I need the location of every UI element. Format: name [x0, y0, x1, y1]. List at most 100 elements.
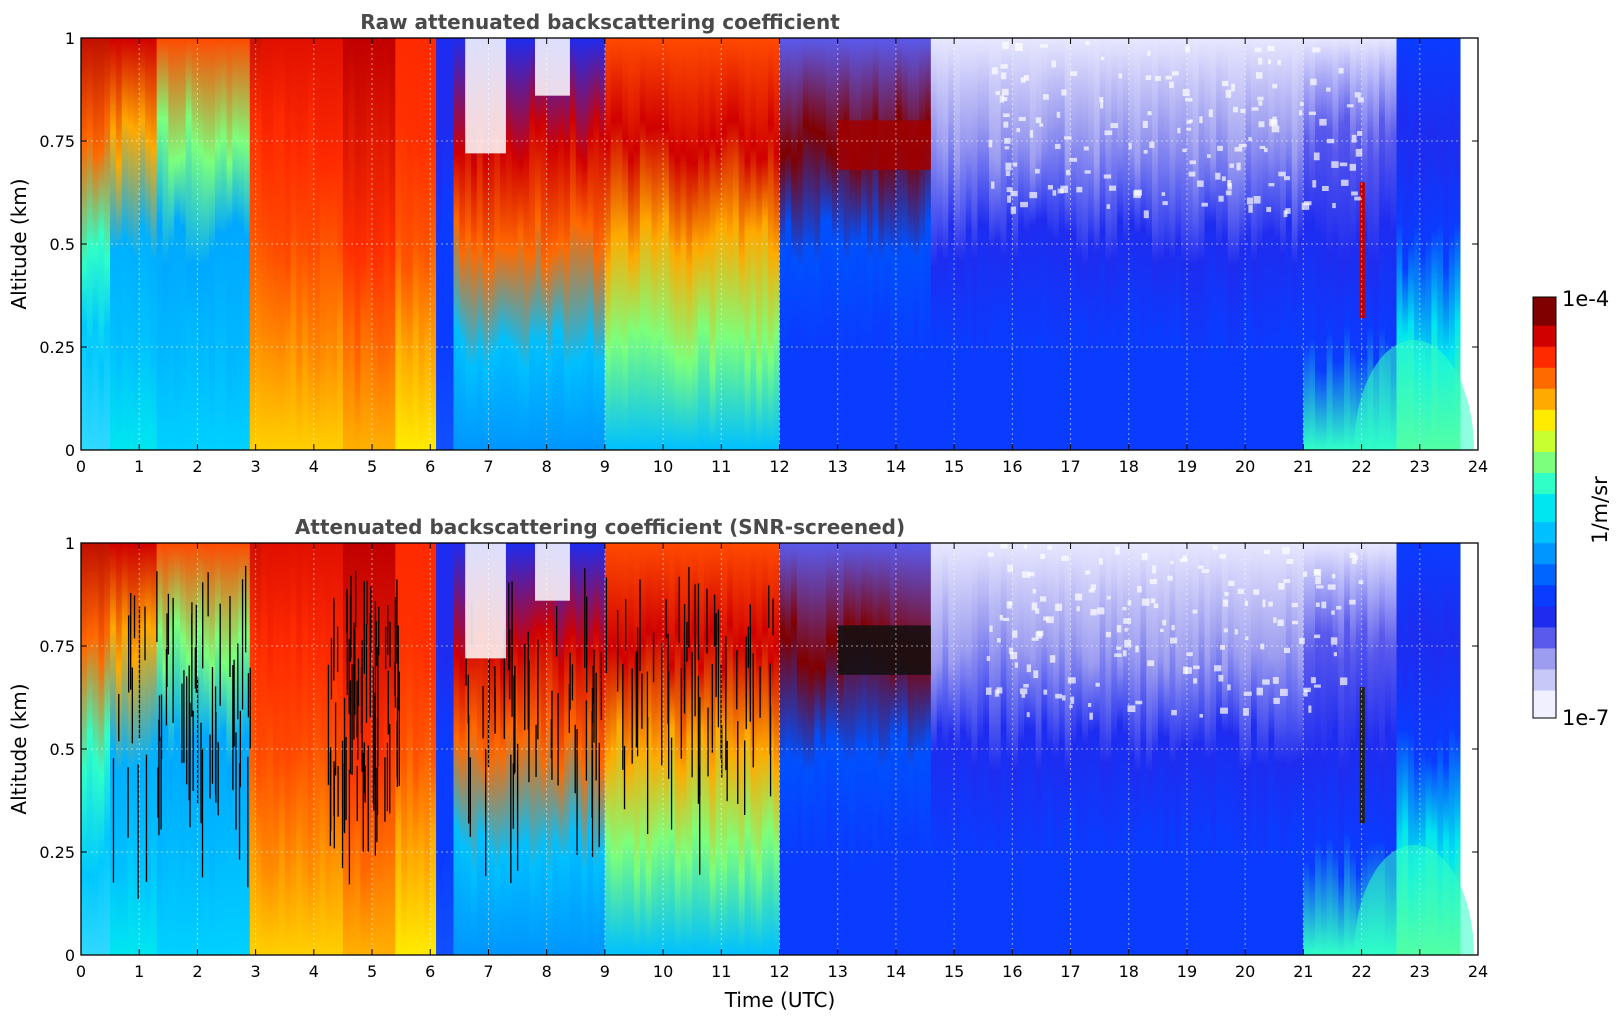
- heatmap-column: [430, 543, 437, 955]
- colorbar-step: [1533, 500, 1556, 509]
- y-tick-label: 0: [65, 946, 75, 965]
- heatmap-column: [1105, 38, 1112, 450]
- heatmap-column: [1437, 543, 1444, 955]
- heatmap-column: [1012, 38, 1019, 450]
- screened-strand: [345, 736, 347, 820]
- noise-patch: [1000, 72, 1007, 80]
- heatmap-column: [791, 543, 798, 955]
- noise-patch: [991, 67, 998, 75]
- heatmap-column: [226, 543, 234, 955]
- noise-patch: [1188, 171, 1196, 177]
- screened-strand: [353, 622, 355, 740]
- heatmap-column: [959, 38, 967, 450]
- noise-patch: [1143, 149, 1148, 154]
- noise-patch: [1227, 684, 1231, 691]
- noise-patch: [1008, 647, 1014, 654]
- x-tick-label: 24: [1468, 457, 1488, 476]
- noise-patch: [1264, 148, 1268, 153]
- screened-strand: [576, 729, 578, 855]
- noise-patch: [1083, 146, 1089, 151]
- noise-patch: [1234, 147, 1243, 152]
- noise-patch: [1299, 637, 1305, 644]
- heatmap-column: [1146, 38, 1153, 450]
- noise-patch: [1089, 712, 1093, 720]
- heatmap-column: [1006, 38, 1014, 450]
- colorbar-step: [1533, 381, 1556, 389]
- screened-strand: [586, 596, 588, 693]
- noise-patch: [1272, 83, 1278, 89]
- noise-patch: [1076, 606, 1080, 612]
- heatmap-column: [959, 543, 967, 955]
- heatmap-column: [604, 38, 612, 450]
- heatmap-column: [395, 543, 402, 955]
- heatmap-column: [1297, 543, 1305, 955]
- heatmap-column: [616, 38, 624, 450]
- heatmap-column: [197, 38, 204, 450]
- colorbar-step: [1533, 626, 1556, 635]
- heatmap-column: [692, 543, 699, 955]
- noise-patch: [1149, 578, 1158, 584]
- screened-strand: [699, 765, 701, 875]
- x-tick-label: 8: [542, 457, 552, 476]
- grid: [81, 38, 1478, 450]
- no-data-region: [465, 38, 506, 154]
- screened-strand: [605, 577, 608, 674]
- noise-patch: [1177, 127, 1181, 134]
- screened-strand: [233, 659, 235, 747]
- x-tick-label: 15: [944, 457, 964, 476]
- screened-strand: [378, 606, 380, 656]
- noise-patch: [1118, 73, 1123, 79]
- noise-patch: [1090, 584, 1096, 590]
- heatmap-column: [925, 543, 932, 955]
- x-tick-label: 1: [134, 457, 144, 476]
- heatmap-column: [185, 38, 193, 450]
- colorbar-step: [1533, 444, 1556, 452]
- screened-strand: [516, 743, 519, 871]
- heatmap-column: [1256, 543, 1264, 955]
- colorbar-step: [1533, 514, 1556, 523]
- heatmap-column: [1280, 38, 1287, 450]
- heatmap-column: [552, 38, 560, 450]
- heatmap-column: [820, 38, 827, 450]
- screened-strand: [494, 666, 496, 713]
- noise-patch: [1315, 576, 1321, 585]
- noise-patch: [1007, 195, 1012, 203]
- heatmap-column: [1402, 38, 1409, 450]
- screened-strand: [769, 706, 772, 797]
- x-tick-label: 3: [251, 962, 261, 981]
- noise-patch: [1253, 195, 1261, 204]
- heatmap-column: [232, 38, 239, 450]
- noise-patch: [1354, 196, 1361, 201]
- colorbar-step: [1533, 584, 1556, 593]
- screened-strand: [186, 676, 188, 785]
- noise-patch: [1262, 679, 1270, 685]
- noise-patch: [1149, 141, 1155, 149]
- heatmap-column: [540, 543, 548, 955]
- screened-strand: [646, 671, 649, 748]
- heatmap-column: [971, 38, 979, 450]
- noise-patch: [1271, 119, 1278, 127]
- screened-strand: [683, 604, 686, 714]
- colorbar-step: [1533, 612, 1556, 621]
- noise-patch: [1128, 142, 1132, 150]
- noise-patch: [1227, 179, 1232, 187]
- noise-patch: [1251, 107, 1259, 111]
- heatmap-column: [1152, 543, 1159, 955]
- screened-strand: [192, 710, 194, 791]
- colorbar-step: [1533, 528, 1556, 537]
- noise-patch: [1036, 630, 1044, 637]
- screened-strand: [721, 724, 723, 778]
- screened-strand: [772, 598, 774, 636]
- heatmap-column: [1431, 543, 1438, 955]
- noise-patch: [1021, 693, 1026, 698]
- heatmap-column: [1047, 543, 1054, 955]
- noise-patch: [1110, 122, 1119, 129]
- screened-strand: [503, 628, 505, 739]
- screened-strand: [138, 606, 141, 739]
- noise-patch: [1197, 180, 1204, 187]
- x-tick-label: 22: [1351, 962, 1371, 981]
- noise-patch: [1336, 605, 1342, 610]
- screened-strand: [366, 580, 368, 625]
- screened-strand: [333, 767, 335, 849]
- heatmap-column: [1419, 543, 1427, 955]
